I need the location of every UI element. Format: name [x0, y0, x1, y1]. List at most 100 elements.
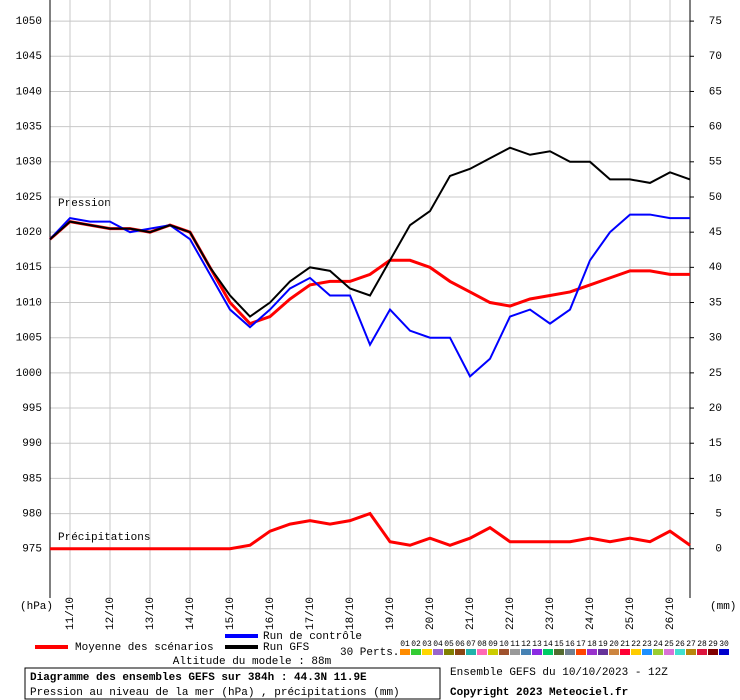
- x-tick-label: 11/10: [65, 597, 77, 630]
- pert-label: 10: [499, 640, 509, 649]
- y2-tick-label: 25: [709, 368, 722, 380]
- pert-label: 12: [521, 640, 531, 649]
- y2-tick-label: 45: [709, 227, 722, 239]
- x-tick-label: 26/10: [665, 597, 677, 630]
- pert-swatch: [598, 649, 608, 655]
- pert-label: 11: [510, 640, 520, 649]
- x-tick-label: 19/10: [385, 597, 397, 630]
- pert-swatch: [554, 649, 564, 655]
- pert-label: 07: [466, 640, 476, 649]
- pert-swatch: [455, 649, 465, 655]
- chart-subtitle: Pression au niveau de la mer (hPa) , pré…: [30, 687, 400, 699]
- y-tick-label: 1030: [16, 157, 42, 169]
- series-line: [49, 213, 690, 378]
- y-tick-label: 1035: [16, 122, 42, 134]
- pert-swatch: [466, 649, 476, 655]
- pert-swatch: [587, 649, 597, 655]
- series-line: [49, 220, 690, 326]
- pert-label: 27: [686, 640, 696, 649]
- pert-swatch: [510, 649, 520, 655]
- y2-tick-label: 70: [709, 51, 722, 63]
- x-tick-label: 15/10: [225, 597, 237, 630]
- pert-swatch: [576, 649, 586, 655]
- pert-swatch: [686, 649, 696, 655]
- pert-swatch: [697, 649, 707, 655]
- pert-label: 04: [433, 640, 443, 649]
- pert-swatch: [609, 649, 619, 655]
- y2-tick-label: 65: [709, 86, 722, 98]
- x-tick-label: 17/10: [305, 597, 317, 630]
- pert-label: 16: [565, 640, 575, 649]
- pert-swatch: [653, 649, 663, 655]
- pert-swatch: [543, 649, 553, 655]
- pert-label: 26: [675, 640, 685, 649]
- pert-label: 09: [488, 640, 498, 649]
- y-tick-label: 1010: [16, 297, 42, 309]
- title-box: [24, 667, 441, 700]
- precip-label: Précipitations: [58, 532, 150, 544]
- y-tick-label: 1005: [16, 333, 42, 345]
- pert-swatch: [664, 649, 674, 655]
- pert-label: 28: [697, 640, 707, 649]
- pert-swatch: [521, 649, 531, 655]
- run-label: Ensemble GEFS du 10/10/2023 - 12Z: [450, 667, 668, 679]
- y2-tick-label: 20: [709, 403, 722, 415]
- legend-label: Run GFS: [263, 642, 310, 654]
- pert-swatch: [477, 649, 487, 655]
- y2-unit: (mm): [710, 601, 736, 613]
- pert-label: 18: [587, 640, 597, 649]
- x-tick-label: 14/10: [185, 597, 197, 630]
- pert-swatch: [488, 649, 498, 655]
- pert-swatch: [565, 649, 575, 655]
- pert-swatch: [532, 649, 542, 655]
- copyright: Copyright 2023 Meteociel.fr: [450, 687, 628, 699]
- pert-label: 19: [598, 640, 608, 649]
- series-line: [50, 511, 691, 551]
- y2-tick-label: 60: [709, 122, 722, 134]
- y-tick-label: 1015: [16, 262, 42, 274]
- y-tick-label: 1040: [16, 86, 42, 98]
- pert-label: 17: [576, 640, 586, 649]
- y2-tick-label: 40: [709, 262, 722, 274]
- pert-label: 05: [444, 640, 454, 649]
- pert-swatch: [433, 649, 443, 655]
- legend-label: Moyenne des scénarios: [75, 642, 214, 654]
- pert-label: 03: [422, 640, 432, 649]
- pert-swatch: [444, 649, 454, 655]
- pert-swatch: [620, 649, 630, 655]
- x-tick-label: 16/10: [265, 597, 277, 630]
- pert-label: 02: [411, 640, 421, 649]
- x-tick-label: 21/10: [465, 597, 477, 630]
- perts-label: 30 Perts.: [340, 647, 399, 659]
- y-tick-label: 975: [22, 544, 42, 556]
- x-tick-label: 22/10: [505, 597, 517, 630]
- y-tick-label: 995: [22, 403, 42, 415]
- y2-tick-label: 75: [709, 16, 722, 28]
- y2-tick-label: 30: [709, 333, 722, 345]
- series-line: [49, 146, 691, 318]
- pressure-label: Pression: [58, 198, 111, 210]
- y-tick-label: 1020: [16, 227, 42, 239]
- x-tick-label: 12/10: [105, 597, 117, 630]
- y-tick-label: 990: [22, 438, 42, 450]
- pert-label: 21: [620, 640, 630, 649]
- legend-label: Run de contrôle: [263, 631, 362, 643]
- pert-label: 14: [543, 640, 553, 649]
- x-tick-label: 13/10: [145, 597, 157, 630]
- pert-swatch: [422, 649, 432, 655]
- pert-label: 29: [708, 640, 718, 649]
- chart-title: Diagramme des ensembles GEFS sur 384h : …: [30, 672, 367, 684]
- y2-tick-label: 35: [709, 297, 722, 309]
- y-tick-label: 985: [22, 473, 42, 485]
- x-tick-label: 25/10: [625, 597, 637, 630]
- y-tick-label: 980: [22, 508, 42, 520]
- pert-label: 22: [631, 640, 641, 649]
- pert-swatch: [631, 649, 641, 655]
- y-tick-label: 1025: [16, 192, 42, 204]
- pert-swatch: [719, 649, 729, 655]
- y2-tick-label: 55: [709, 157, 722, 169]
- x-tick-label: 23/10: [545, 597, 557, 630]
- altitude: Altitude du modele : 88m: [173, 656, 332, 668]
- y-tick-label: 1000: [16, 368, 42, 380]
